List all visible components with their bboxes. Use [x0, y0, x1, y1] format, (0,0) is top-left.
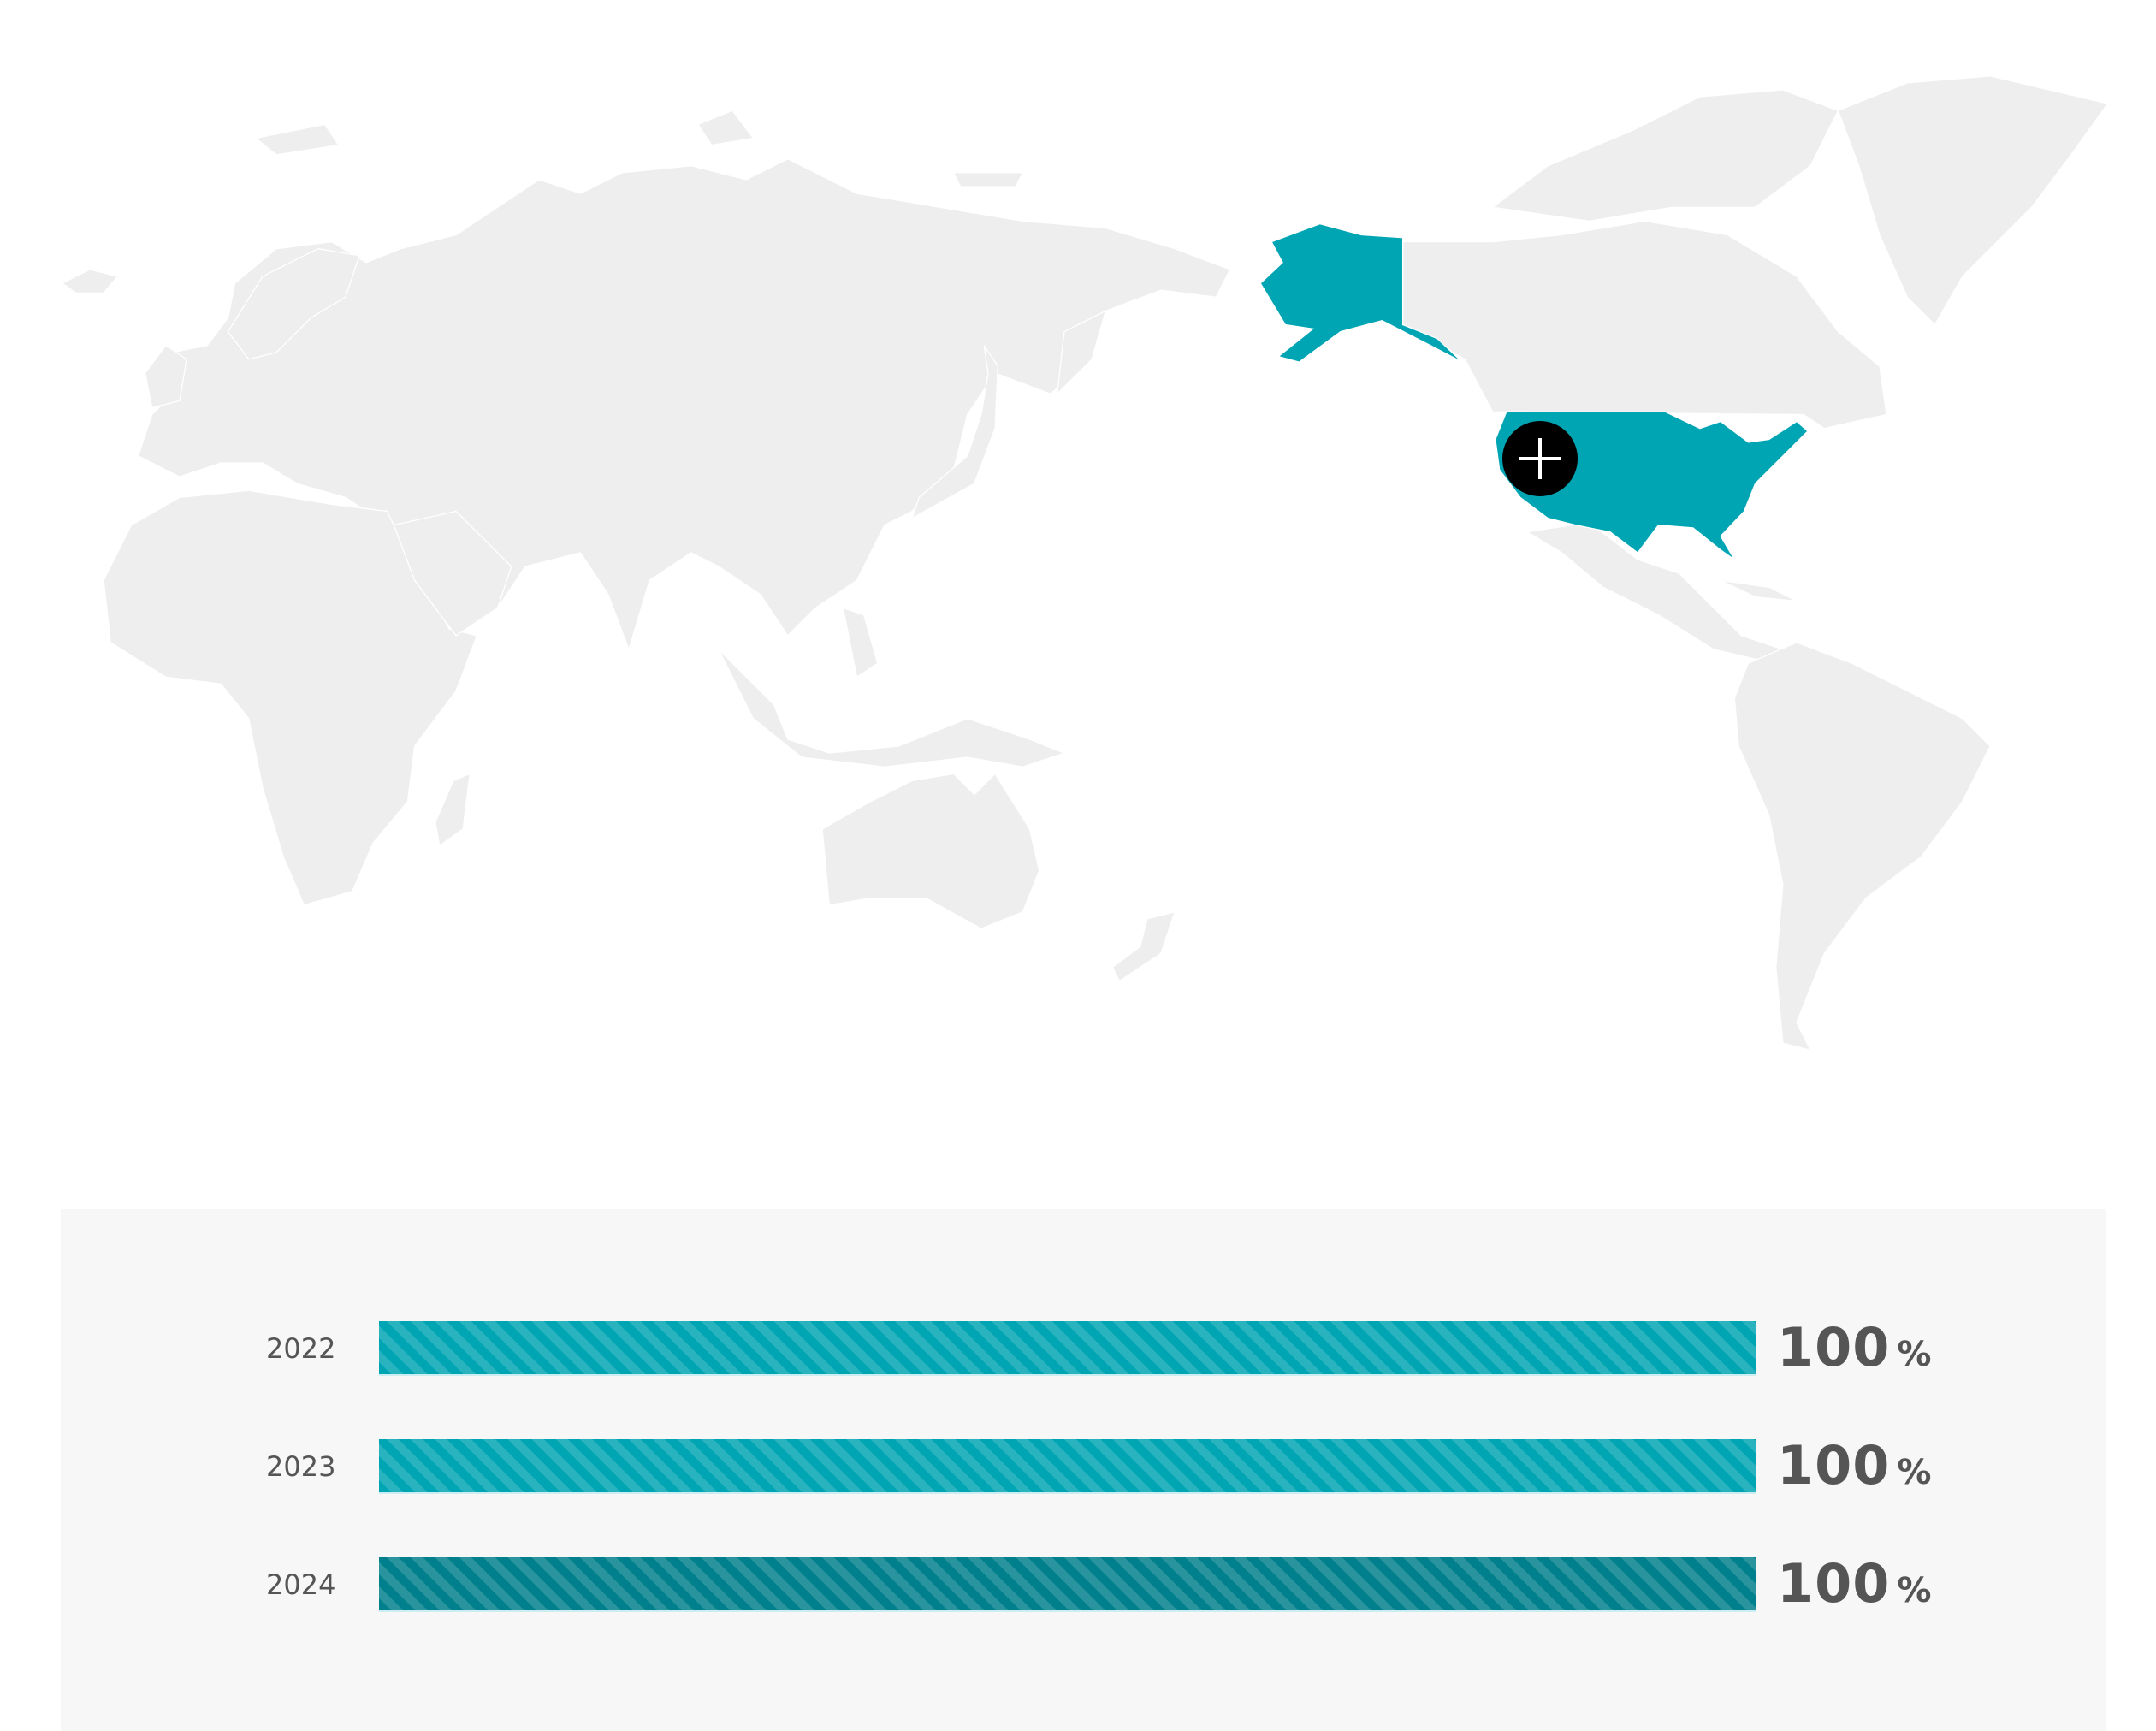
value-label: 100% [1777, 1552, 1932, 1615]
progress-bar [379, 1439, 1756, 1494]
map-uk [144, 344, 187, 409]
map-madagascar [435, 773, 471, 847]
value-unit: % [1897, 1335, 1932, 1374]
map-indonesia [718, 649, 1066, 768]
value-number: 100 [1777, 1434, 1891, 1497]
progress-bar [379, 1321, 1756, 1376]
map-kamchatka [1056, 310, 1107, 396]
map-africa [103, 489, 478, 906]
map-scandinavia [227, 248, 360, 360]
year-label: 2023 [266, 1450, 336, 1483]
year-label: 2022 [266, 1332, 336, 1365]
map-caribbean [1720, 579, 1798, 602]
map-arabia [393, 510, 512, 637]
value-unit: % [1897, 1453, 1932, 1492]
stat-row-2024: 2024 100% [61, 1552, 2106, 1615]
value-label: 100% [1777, 1316, 1932, 1378]
map-arctic-islands [1490, 89, 1839, 222]
world-map [61, 75, 2109, 1052]
map-philippines [842, 607, 879, 679]
progress-bar [379, 1557, 1756, 1612]
value-label: 100% [1777, 1434, 1932, 1497]
stat-row-2022: 2022 100% [61, 1316, 2106, 1378]
value-number: 100 [1777, 1552, 1891, 1615]
stat-row-2023: 2023 100% [61, 1434, 2106, 1497]
map-arctic-russia [254, 110, 1024, 187]
year-label: 2024 [266, 1568, 336, 1601]
map-usa[interactable] [1259, 222, 1463, 363]
map-iceland [61, 269, 119, 294]
map-greenland [1837, 75, 2109, 326]
map-new-zealand [1111, 910, 1176, 982]
map-australia [821, 773, 1040, 929]
stats-panel: 2022 100% 2023 100% 2024 100% [61, 1209, 2106, 1731]
value-unit: % [1897, 1571, 1932, 1610]
plus-icon[interactable] [1502, 421, 1578, 496]
map-canada [1401, 220, 1887, 430]
value-number: 100 [1777, 1316, 1891, 1378]
map-south-america [1733, 642, 1991, 1052]
map-japan [911, 345, 998, 519]
